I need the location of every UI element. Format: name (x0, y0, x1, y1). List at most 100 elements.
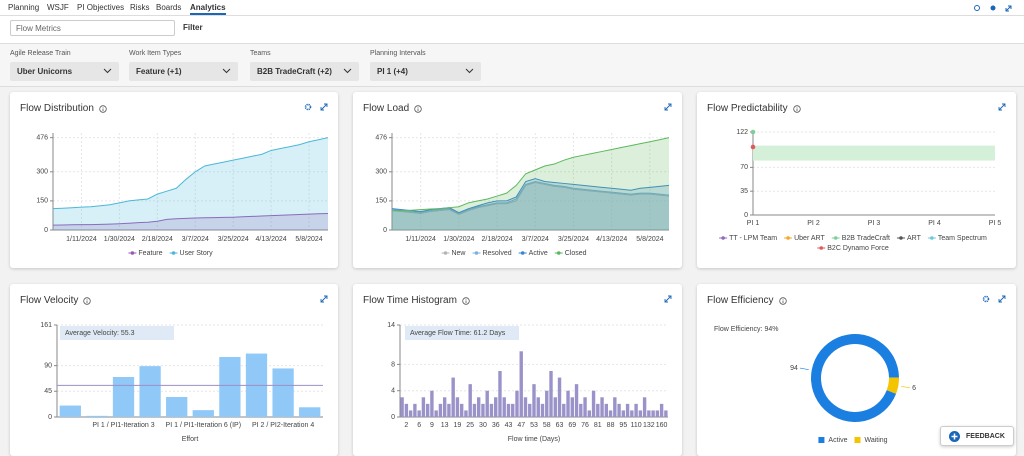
bar (434, 410, 438, 417)
x-tick-label: 160 (656, 422, 668, 429)
y-tick-label: 0 (383, 227, 387, 234)
filter-dropdown[interactable]: Feature (+1) (129, 62, 238, 81)
bar (655, 410, 660, 417)
bar (574, 384, 579, 417)
annotation: Flow Efficiency: 94% (714, 326, 778, 333)
series-line (391, 181, 670, 216)
x-tick-label: 53 (530, 422, 538, 429)
expand-icon[interactable] (664, 103, 672, 111)
info-icon[interactable] (83, 296, 92, 305)
filter-dropdown[interactable]: B2B TradeCraft (+2) (250, 62, 359, 81)
info-icon[interactable] (792, 104, 801, 113)
chevron (222, 68, 231, 74)
nav-tab[interactable]: PI Objectives (77, 3, 125, 12)
bar (608, 410, 613, 417)
bar (472, 403, 477, 417)
info-icon[interactable] (462, 296, 470, 305)
bar (562, 403, 566, 417)
x-tick-label: PI 5 (989, 220, 1002, 227)
filter-dropdown[interactable]: Uber Unicorns (10, 62, 119, 81)
panel: 1/11/2024 1/30/2024 2/18/2024 3/7/2024 3/25/… (10, 92, 338, 268)
x-tick-label: 3/7/2024 (522, 236, 549, 243)
chevron (103, 68, 112, 74)
bar (442, 397, 447, 417)
chart: 1/11/2024 1/30/2024 2/18/2024 3/7/2024 3/25/… (375, 133, 670, 257)
nav-tab[interactable]: WSJF (47, 3, 69, 12)
series-area (392, 178, 669, 230)
y-tick-label: 476 (36, 134, 48, 141)
expand-arrows (320, 103, 328, 111)
expand-icon[interactable] (320, 295, 328, 303)
x-tick-label: 1/30/2024 (443, 236, 474, 243)
bar (425, 403, 430, 417)
filter-value: Uber Unicorns (17, 67, 73, 76)
nav-tab[interactable]: Risks (130, 3, 150, 12)
bar (413, 403, 417, 417)
x-tick-label: 25 (466, 422, 474, 429)
chevron (343, 68, 352, 74)
chart: Flow Efficiency: 94% 94 6 Active Waiting (714, 326, 916, 444)
bar (447, 403, 451, 417)
nav-tab[interactable]: Boards (156, 3, 182, 12)
expand-icon[interactable] (664, 295, 672, 303)
legend-marker (833, 236, 838, 240)
nav-tab[interactable]: Planning (8, 3, 40, 12)
settings-icon[interactable] (304, 103, 312, 111)
bar (613, 397, 617, 417)
panel-title-text: Flow Efficiency (707, 295, 774, 306)
bar (421, 397, 426, 417)
info-icon[interactable] (99, 104, 107, 113)
panel-title: Flow Load (363, 103, 422, 114)
panel-title-text: Flow Velocity (20, 295, 79, 306)
x-tick-label: 30 (479, 422, 487, 429)
nav-icons (974, 5, 1012, 12)
legend-marker (474, 251, 479, 255)
bar (430, 390, 434, 417)
bar (139, 366, 161, 417)
bar (566, 390, 570, 417)
panel-icons (304, 103, 328, 111)
settings-icon[interactable] (982, 295, 990, 303)
legend-label: Closed (565, 250, 587, 257)
nav-tab[interactable]: Analytics (190, 3, 226, 15)
bar (557, 377, 562, 417)
bar (417, 410, 421, 417)
x-tick-label: 6 (417, 422, 421, 429)
search-input[interactable]: Flow Metrics (10, 20, 175, 36)
bar (647, 410, 651, 417)
bar (468, 384, 472, 417)
x-tick-label: PI 1 / PI1-Iteration 6 (IP) (166, 422, 241, 429)
y-tick-label: 35 (740, 188, 748, 195)
info-icon[interactable] (414, 104, 422, 113)
annotation-box (405, 326, 519, 340)
x-tick-label: 9 (430, 422, 434, 429)
filter-dropdown[interactable]: PI 1 (+4) (370, 62, 481, 81)
x-tick-label: 47 (517, 422, 525, 429)
bar (617, 403, 621, 417)
legend-marker (721, 236, 725, 240)
expand-icon[interactable] (998, 103, 1006, 111)
y-tick-label: 161 (40, 322, 52, 329)
feedback-button[interactable]: FEEDBACK (940, 426, 1014, 446)
expand-arrows (998, 103, 1006, 111)
expand-arrows (998, 295, 1006, 303)
legend-label: Resolved (482, 250, 511, 257)
y-tick-label: 476 (375, 134, 387, 141)
y-tick-label: 122 (736, 129, 748, 136)
x-tick-label: 88 (607, 422, 615, 429)
info-circle (462, 296, 470, 305)
expand-icon[interactable] (998, 295, 1006, 303)
expand-icon[interactable] (320, 103, 328, 111)
legend: New Resolved Active Closed (441, 250, 587, 257)
settings-icon (990, 5, 996, 11)
info-circle (778, 296, 787, 305)
info-icon[interactable] (778, 296, 787, 305)
panel-title-text: Flow Distribution (20, 103, 94, 114)
bar (498, 371, 502, 417)
series-area (392, 181, 669, 230)
legend-label: Active (529, 250, 548, 257)
filter-button[interactable]: Filter (183, 23, 203, 32)
x-axis-title: Effort (182, 436, 199, 443)
bar (408, 410, 413, 417)
